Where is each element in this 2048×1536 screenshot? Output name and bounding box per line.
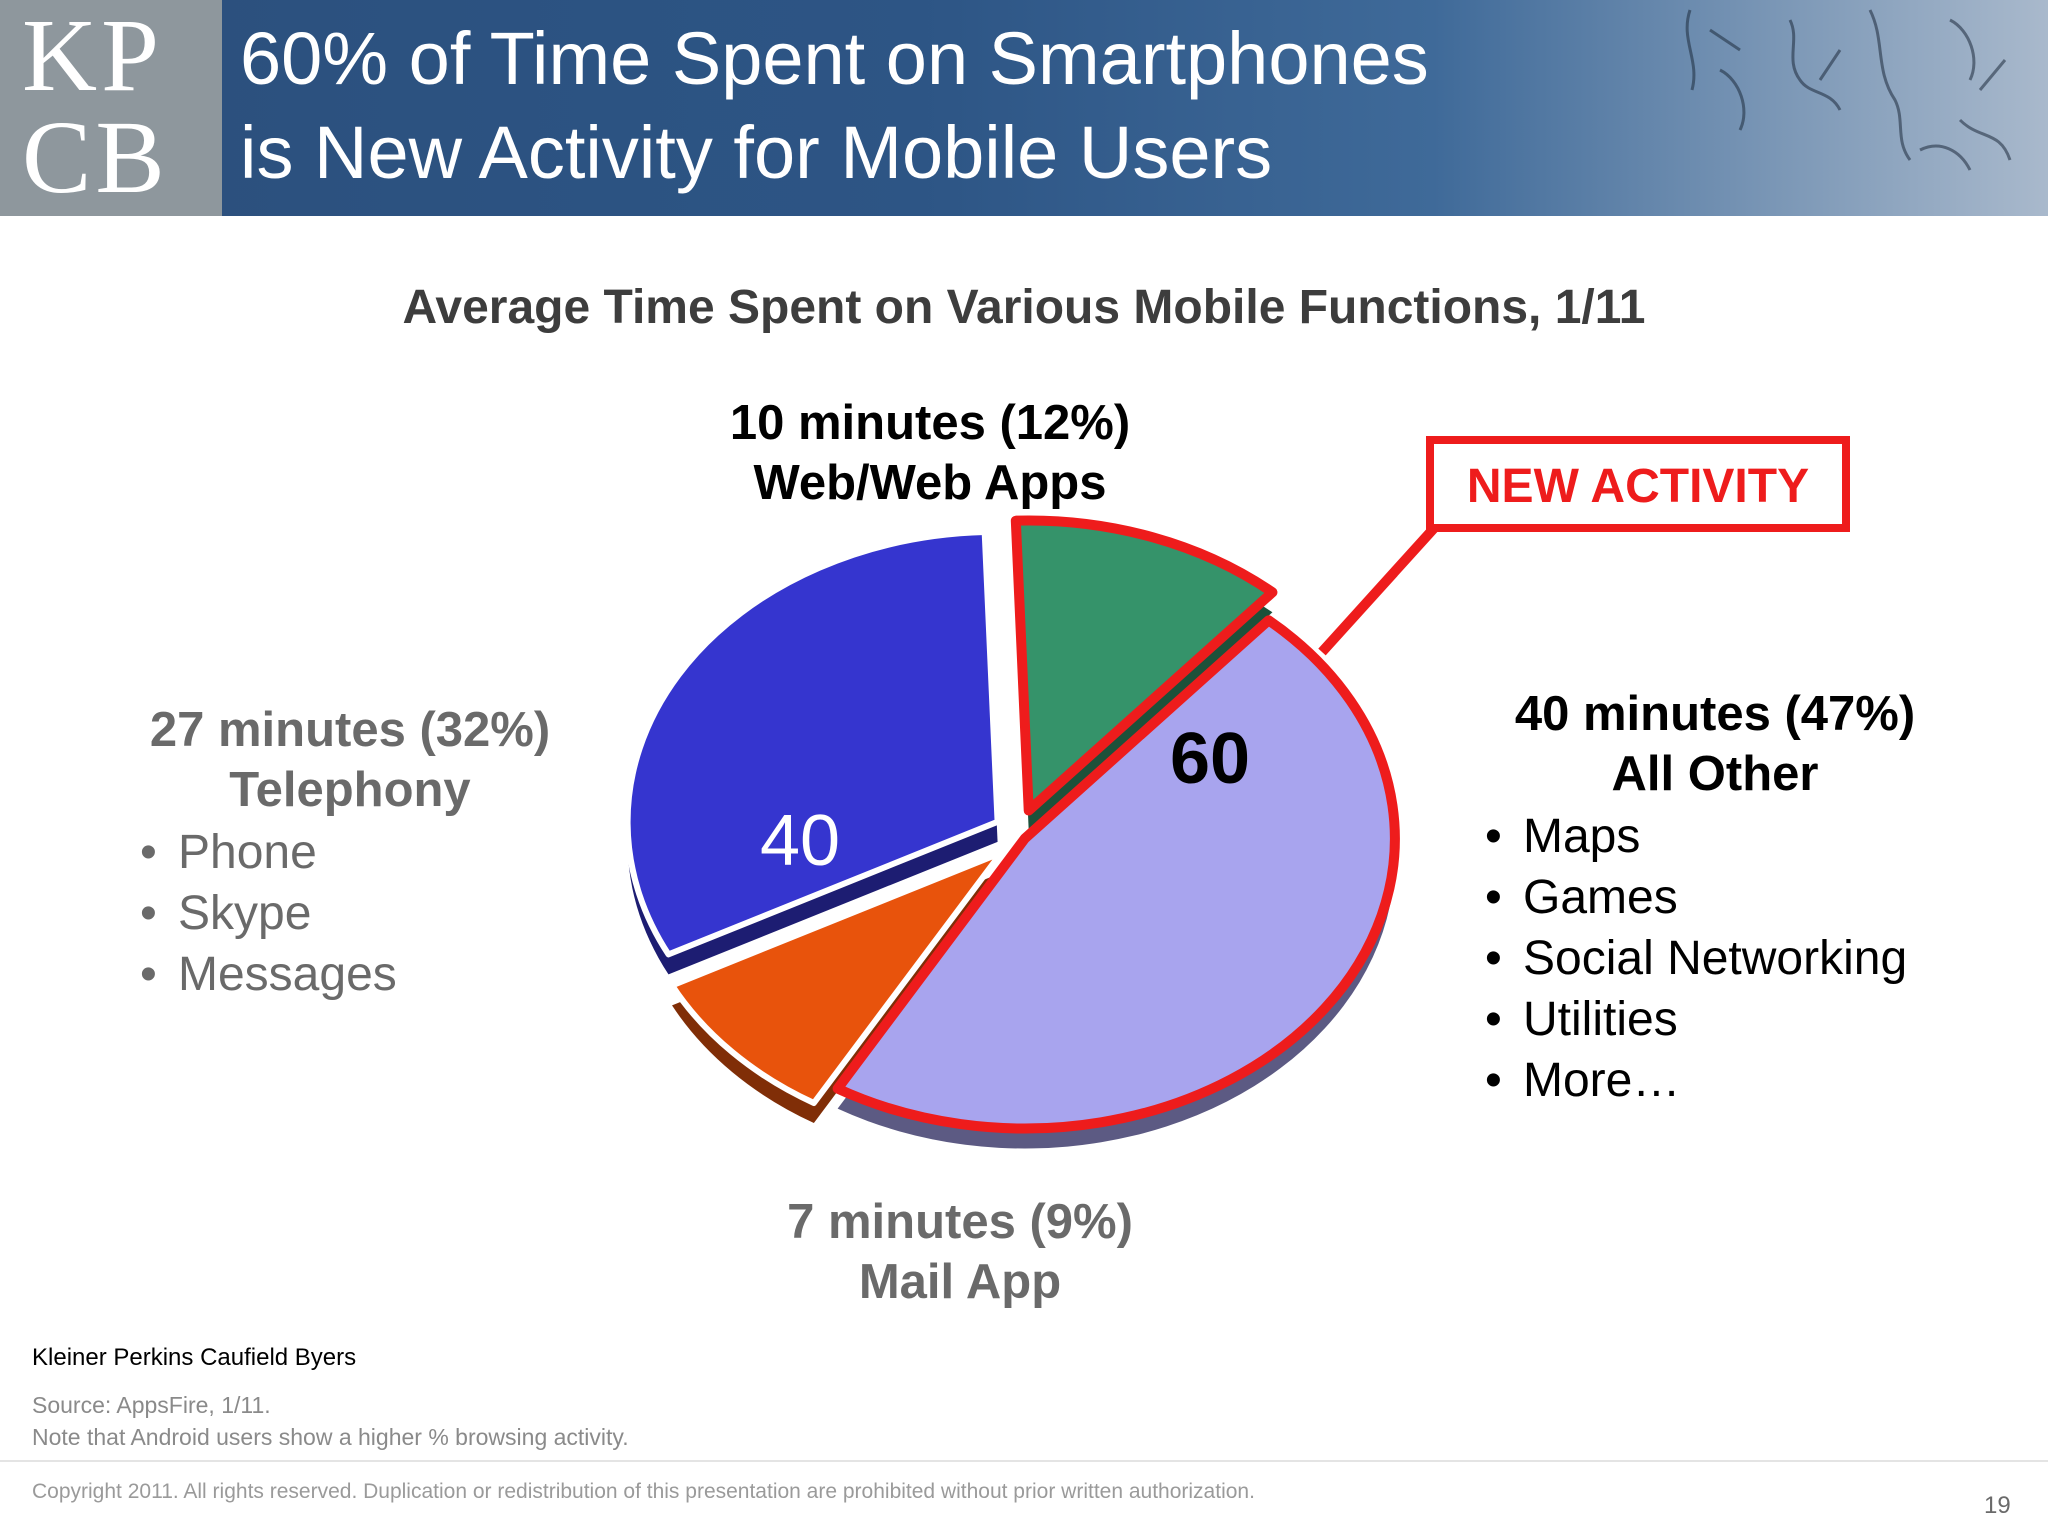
logo-line-2: CB xyxy=(22,100,169,215)
mail-label: 7 minutes (9%) Mail App xyxy=(720,1192,1200,1312)
telephony-list: • Phone • Skype • Messages xyxy=(140,822,397,1005)
android-note: Note that Android users show a higher % … xyxy=(32,1424,629,1450)
all-other-list: • Maps • Games • Social Networking • Utiliti… xyxy=(1485,806,1907,1111)
all-other-label: 40 minutes (47%) All Other xyxy=(1480,684,1950,804)
list-item: • Utilities xyxy=(1485,993,1678,1046)
list-item: • Games xyxy=(1485,871,1678,924)
callout-box xyxy=(1426,436,1850,532)
mail-value: 7 minutes (9%) xyxy=(787,1195,1133,1249)
list-item: • Social Networking xyxy=(1485,932,1908,985)
kpcb-logo: KP CB xyxy=(0,0,222,216)
company-name: Kleiner Perkins Caufield Byers xyxy=(32,1344,357,1371)
all-other-name: All Other xyxy=(1611,747,1819,801)
list-item: • More… xyxy=(1485,1054,1681,1107)
web-value: 10 minutes (12%) xyxy=(729,396,1131,450)
source-note: Source: AppsFire, 1/11. xyxy=(32,1392,271,1418)
slide-title-line-2: is New Activity for Mobile Users xyxy=(240,111,1273,194)
copyright: Copyright 2011. All rights reserved. Dup… xyxy=(32,1480,1255,1503)
callout-label: NEW ACTIVITY xyxy=(1467,460,1809,513)
new-activity-value: 60 xyxy=(1169,719,1251,799)
page-number: 19 xyxy=(1984,1492,2011,1519)
mail-name: Mail App xyxy=(858,1255,1062,1309)
web-name: Web/Web Apps xyxy=(753,456,1107,510)
new-activity-outline xyxy=(1010,515,1278,816)
telephony-name: Telephony xyxy=(229,763,471,817)
list-item: • Messages xyxy=(140,948,397,1001)
list-item: • Maps xyxy=(1485,810,1641,863)
list-item: • Phone xyxy=(140,826,317,879)
existing-activity-value: 40 xyxy=(759,801,841,881)
telephony-label: 27 minutes (32%) Telephony xyxy=(130,700,570,820)
chart-title: Average Time Spent on Various Mobile Fun… xyxy=(402,281,1646,334)
callout-connector xyxy=(1318,522,1440,656)
list-item: • Skype xyxy=(140,887,312,940)
telephony-value: 27 minutes (32%) xyxy=(149,703,551,757)
web-label: 10 minutes (12%) Web/Web Apps xyxy=(640,393,1220,513)
footer-divider xyxy=(0,1460,2048,1462)
slide-title-line-1: 60% of Time Spent on Smartphones xyxy=(240,17,1429,100)
pie-slice-mail-app xyxy=(669,849,1005,1106)
all-other-value: 40 minutes (47%) xyxy=(1514,687,1916,741)
new-activity-outline xyxy=(832,615,1400,1134)
logo-line-1: KP xyxy=(22,0,163,113)
header-banner: KP CB 60% of Time Spent on Smartphones i… xyxy=(0,0,2048,216)
pie-slice-telephony xyxy=(624,529,1001,958)
handwriting-decoration xyxy=(1685,9,2012,171)
